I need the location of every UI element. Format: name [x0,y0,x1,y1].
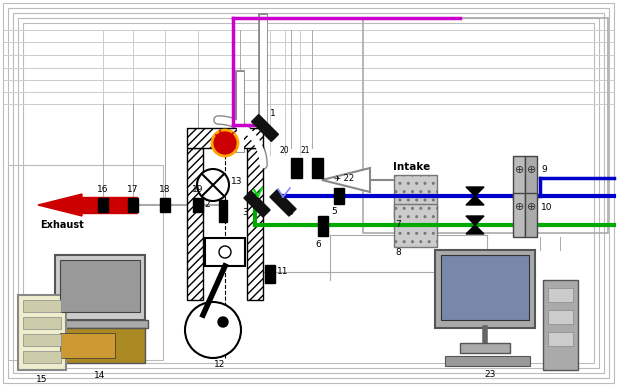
Bar [548,288,573,302]
Bar [247,148,263,300]
Text: 18: 18 [159,185,171,194]
Bar [543,280,578,370]
Bar [23,317,61,329]
Polygon shape [466,187,484,196]
Bar [128,198,138,212]
Bar [8,165,163,360]
Text: 13: 13 [231,176,242,186]
Circle shape [197,169,229,201]
Bar [60,333,115,358]
Bar [513,156,525,200]
Bar [23,300,61,312]
Text: 3: 3 [242,208,248,217]
Bar [548,310,573,324]
Bar [187,128,263,148]
Text: 9: 9 [541,166,547,174]
Bar [334,188,344,204]
Bar [312,158,323,178]
Bar [82,197,137,213]
Bar [55,328,145,363]
Bar [265,265,275,283]
Text: ⊕: ⊕ [527,165,536,175]
Polygon shape [466,216,484,225]
Text: ⊕: ⊕ [515,202,524,212]
Text: ⊕: ⊕ [515,165,524,175]
Text: 12: 12 [214,360,226,369]
Text: 5: 5 [331,207,337,216]
Text: 19: 19 [193,185,204,194]
Text: 6: 6 [315,240,321,249]
Bar [205,238,245,266]
Text: 1: 1 [270,109,276,118]
Bar [219,200,227,222]
Text: Intake: Intake [393,162,430,172]
Bar [291,158,302,178]
Text: 16: 16 [97,185,109,194]
Polygon shape [466,196,484,205]
Bar [52,320,148,328]
Bar [160,198,170,212]
Bar [98,198,108,212]
Text: 14: 14 [94,371,106,380]
Bar [513,193,525,237]
Polygon shape [244,191,270,217]
Circle shape [219,246,231,258]
Circle shape [218,317,228,327]
Bar [460,343,510,353]
Polygon shape [322,168,370,192]
Bar [363,18,608,233]
Bar [548,332,573,346]
Bar [55,255,145,320]
Bar [525,156,537,200]
Bar [18,295,66,370]
Bar [23,351,61,363]
Text: 8: 8 [395,248,401,257]
Bar [23,23,594,363]
Bar [525,193,537,237]
Polygon shape [270,190,296,216]
Bar [203,148,247,300]
Bar [394,175,437,218]
Bar [394,204,437,247]
Text: 10: 10 [541,203,552,212]
Text: 20: 20 [280,146,289,155]
Text: 4: 4 [288,208,294,217]
Text: 11: 11 [277,267,289,276]
Text: ⊕: ⊕ [527,202,536,212]
Text: ✈ 22: ✈ 22 [334,173,354,183]
Polygon shape [466,225,484,234]
Bar [318,216,328,236]
Bar [60,260,140,312]
Bar [23,334,61,346]
Circle shape [185,302,241,358]
Text: 17: 17 [127,185,139,194]
Text: 21: 21 [300,146,310,155]
Text: 2: 2 [204,200,210,209]
Bar [193,198,203,212]
Polygon shape [38,194,82,216]
Bar [441,255,529,320]
Text: 23: 23 [484,370,495,379]
Bar [445,356,530,366]
Polygon shape [252,115,278,141]
Circle shape [212,130,238,156]
Text: 7: 7 [395,220,401,229]
Text: 15: 15 [36,375,48,384]
Bar [187,148,203,300]
Text: Exhaust: Exhaust [40,220,84,230]
Bar [435,250,535,328]
